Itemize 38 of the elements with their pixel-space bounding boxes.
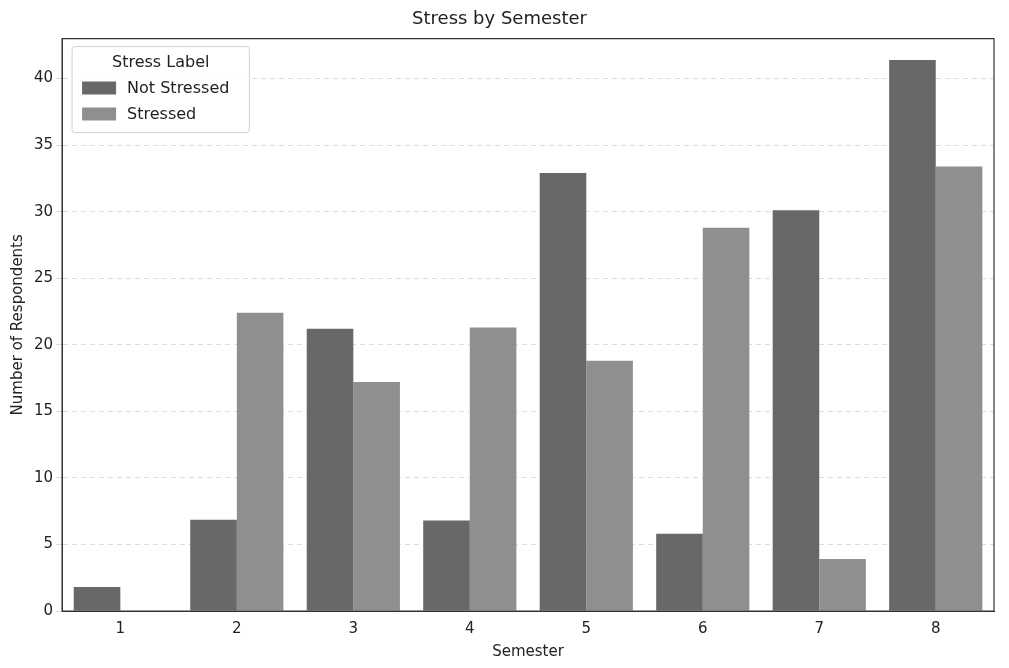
- legend-label: Not Stressed: [127, 77, 230, 97]
- bar: [236, 312, 284, 611]
- y-tick-label: 0: [43, 600, 54, 619]
- bar: [469, 327, 517, 611]
- bar: [423, 520, 470, 611]
- bar: [353, 382, 400, 611]
- x-tick-label: 2: [232, 618, 242, 637]
- bar: [772, 210, 820, 611]
- y-tick-label: 35: [33, 134, 54, 153]
- x-tick-label: 3: [348, 618, 359, 637]
- y-tick-label: 5: [43, 534, 54, 553]
- x-tick-label: 4: [465, 618, 475, 637]
- x-tick-label: 5: [581, 618, 592, 637]
- x-tick-label: 6: [698, 618, 708, 637]
- y-tick-label: 25: [33, 268, 54, 287]
- y-tick-label: 20: [33, 334, 54, 353]
- bar: [190, 519, 237, 611]
- x-tick-label: 8: [930, 618, 941, 637]
- bar: [819, 559, 866, 611]
- bar: [702, 227, 750, 611]
- bar: [306, 328, 354, 611]
- bar: [586, 360, 633, 611]
- y-tick-label: 30: [33, 201, 54, 220]
- legend-title: Stress Label: [112, 51, 210, 71]
- y-tick-label: 10: [33, 467, 54, 486]
- x-axis-title: Semester: [492, 641, 565, 660]
- x-tick-label: 7: [814, 618, 825, 637]
- bar: [656, 533, 703, 611]
- legend-label: Stressed: [127, 103, 197, 123]
- bar: [73, 587, 121, 611]
- y-tick-label: 15: [33, 401, 54, 420]
- bar: [935, 166, 983, 611]
- bar: [889, 59, 936, 611]
- chart-title: Stress by Semester: [412, 7, 588, 29]
- y-axis-title: Number of Respondents: [7, 234, 26, 416]
- bar: [539, 173, 587, 611]
- x-tick-label: 1: [115, 618, 126, 637]
- y-tick-label: 40: [33, 68, 54, 87]
